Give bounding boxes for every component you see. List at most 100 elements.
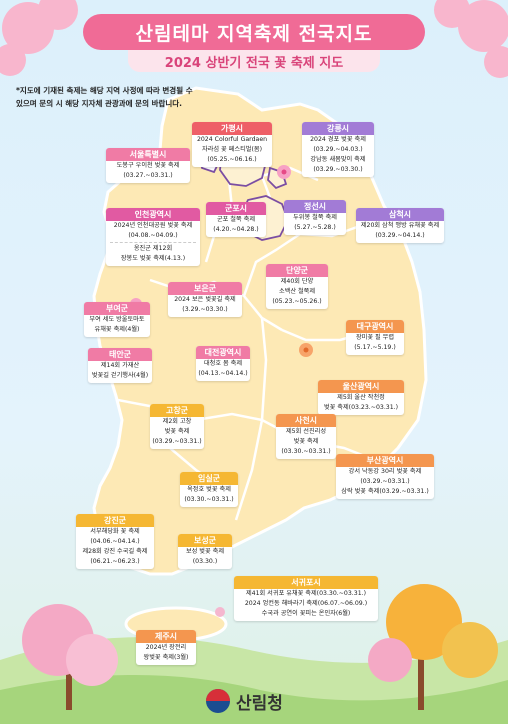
region-label: 부산광역시 <box>336 454 434 467</box>
region-label: 보성군 <box>178 534 232 547</box>
festival-line: 2024 경포 벚꽃 축제 <box>310 136 366 143</box>
festival-line: 옹진군 제12회 <box>133 245 173 252</box>
festival-line: 제2회 고창 <box>162 418 192 425</box>
festival-card-taean: 태안군 제14회 가재산 벚꽃길 걷기행사(4월) <box>88 348 152 383</box>
festival-line: (04.06.~04.14.) <box>90 538 140 545</box>
festival-line: 제40회 단양 <box>280 278 314 285</box>
festival-card-seogwipo: 서귀포시 제41회 서귀포 유채꽃 축제(03.30.~03.31.) 2024… <box>234 576 378 621</box>
korea-emblem-icon <box>206 689 230 713</box>
festival-card-gangjin: 강진군 서부해당화 꽃 축제 (04.06.~04.14.) 제28회 강진 수… <box>76 514 154 569</box>
festival-line: 옥정호 벚꽃 축제 <box>187 486 231 493</box>
footer-logo: 산림청 <box>206 688 302 714</box>
festival-line: 제20회 삼척 맹방 유채꽃 축제 <box>360 222 440 229</box>
region-label: 대전광역시 <box>196 346 250 359</box>
trees-decor <box>22 584 498 710</box>
festival-card-gunpo: 군포시 군포 철쭉 축제 (4.20.~04.28.) <box>206 202 266 237</box>
festival-line: 두위봉 철쭉 축제 <box>293 214 337 221</box>
region-label: 부여군 <box>84 302 150 315</box>
festival-card-imsil: 임실군 옥정호 벚꽃 축제 (03.30.~03.31.) <box>180 472 238 507</box>
festival-card-seoul: 서울특별시 도봉구 우이천 벚꽃 축제 (03.27.~03.31.) <box>106 148 190 183</box>
festival-line: 강남동 새봄맞이 축제 <box>310 156 366 163</box>
region-label: 가평시 <box>192 122 272 135</box>
festival-line: 대청호 봄 축제 <box>203 360 243 367</box>
region-label: 강진군 <box>76 514 154 527</box>
festival-card-gangneung: 강릉시 2024 경포 벚꽃 축제 (03.29.~04.03.) 강남동 새봄… <box>302 122 374 177</box>
festival-card-jeju: 제주시 2024년 장전리 왕벚꽃 축제(3월) <box>136 630 196 665</box>
region-label: 단양군 <box>266 264 328 277</box>
festival-line: (04.08.~04.09.) <box>128 232 178 239</box>
festival-line: (3.29.~03.30.) <box>182 306 228 313</box>
festival-line: 유채꽃 축제(4월) <box>94 326 140 333</box>
page-subtitle: 2024 상반기 전국 꽃 축제 지도 <box>128 50 380 72</box>
region-label: 정선시 <box>284 200 346 213</box>
festival-line: (03.29.~03.31.) <box>360 478 410 485</box>
festival-line: 2024 Colorful Gardaen <box>196 136 268 143</box>
hill-front <box>0 675 508 724</box>
notice-line-1: *지도에 기재된 축제는 해당 지역 사정에 따라 변경될 수 <box>16 86 193 95</box>
festival-card-boeun: 보은군 2024 보은 벚꽃길 축제 (3.29.~03.30.) <box>168 282 242 317</box>
festival-line: 군포 철쭉 축제 <box>216 216 256 223</box>
region-label: 강릉시 <box>302 122 374 135</box>
festival-card-busan: 부산광역시 강서 낙동강 30리 벚꽃 축제 (03.29.~03.31.) 삼… <box>336 454 434 499</box>
logo-text: 산림청 <box>236 693 283 714</box>
festival-card-buyeo: 부여군 부여 세도 방울토마토 유채꽃 축제(4월) <box>84 302 150 337</box>
festival-line: 제41회 서귀포 유채꽃 축제(03.30.~03.31.) <box>245 590 367 597</box>
festival-card-gapyeong: 가평시 2024 Colorful Gardaen 자라섬 꽃 페스티벌(봄) … <box>192 122 272 167</box>
festival-card-incheon: 인천광역시 2024년 인천대공원 벚꽃 축제 (04.08.~04.09.) … <box>106 208 200 266</box>
festival-line: 2024 보은 벚꽃길 축제 <box>174 296 236 303</box>
festival-line: (03.29.~04.14.) <box>375 232 425 239</box>
festival-card-boseong: 보성군 보성 벚꽃 축제 (03.30.) <box>178 534 232 569</box>
festival-line: 자라섬 꽃 페스티벌(봄) <box>202 146 262 153</box>
festival-line: (03.30.~03.31.) <box>281 448 331 455</box>
region-label: 보은군 <box>168 282 242 295</box>
festival-line: 소백산 철쭉제 <box>278 288 316 295</box>
festival-card-gochang: 고창군 제2회 고창 벚꽃 축제 (03.29.~03.31.) <box>150 404 204 449</box>
festival-line: (05.25.~06.16.) <box>207 156 257 163</box>
notice-line-2: 있으며 문의 시 해당 지자체 관광과에 문의 바랍니다. <box>16 99 183 108</box>
region-label: 제주시 <box>136 630 196 643</box>
festival-line: 왕벚꽃 축제(3월) <box>143 654 189 661</box>
festival-line: 도봉구 우이천 벚꽃 축제 <box>116 162 180 169</box>
region-label: 사천시 <box>276 414 336 427</box>
festival-line: 제14회 가재산 <box>100 362 140 369</box>
page-title: 산림테마 지역축제 전국지도 <box>83 14 425 50</box>
festival-line: 제28회 강진 수국길 축제 <box>82 548 148 555</box>
festival-card-sacheon: 사천시 제5회 선진리성 벚꽃 축제 (03.30.~03.31.) <box>276 414 336 459</box>
region-label: 삼척시 <box>356 208 444 221</box>
festival-line: 서부해당화 꽃 축제 <box>90 528 140 535</box>
festival-line: 장미꽃 필 무렵 <box>355 334 395 341</box>
festival-line: (03.29.~03.30.) <box>313 166 363 173</box>
festival-line: 장봉도 벚꽃 축제(4.13.) <box>120 255 186 262</box>
festival-line: (05.23.~05.26.) <box>272 298 322 305</box>
festival-line: 벚꽃 축제(03.23.~03.31.) <box>323 404 399 411</box>
festival-line: (03.29.~04.03.) <box>313 146 363 153</box>
festival-line: 수국과 공연이 꽃피는 온인자(6월) <box>261 610 351 617</box>
region-label: 고창군 <box>150 404 204 417</box>
region-label: 울산광역시 <box>318 380 404 393</box>
festival-line: (06.21.~06.23.) <box>90 558 140 565</box>
festival-line: (03.30.~03.31.) <box>184 496 234 503</box>
festival-line: (03.29.~03.31.) <box>152 438 202 445</box>
festival-line: 벚꽃 축제 <box>293 438 319 445</box>
festival-line: (03.27.~03.31.) <box>123 172 173 179</box>
festival-line: 삼락 벚꽃 축제(03.29.~03.31.) <box>341 488 429 495</box>
region-label: 서귀포시 <box>234 576 378 589</box>
cherry-blossom-decor <box>0 0 508 78</box>
festival-line: 2024년 인천대공원 벚꽃 축제 <box>113 222 193 229</box>
festival-line: 벚꽃 축제 <box>164 428 190 435</box>
notice-text: *지도에 기재된 축제는 해당 지역 사정에 따라 변경될 수 있으며 문의 시… <box>16 84 316 110</box>
region-label: 인천광역시 <box>106 208 200 221</box>
festival-line: (5.27.~5.28.) <box>294 224 336 231</box>
festival-line: (03.30.) <box>192 558 218 565</box>
festival-line: 보성 벚꽃 축제 <box>185 548 225 555</box>
festival-line: (4.20.~04.28.) <box>213 226 259 233</box>
festival-card-daejeon: 대전광역시 대청호 봄 축제 (04.13.~04.14.) <box>196 346 250 381</box>
festival-line: 부여 세도 방울토마토 <box>89 316 145 323</box>
festival-line: 벚꽃길 걷기행사(4월) <box>91 372 149 379</box>
festival-card-danyang: 단양군 제40회 단양 소백산 철쭉제 (05.23.~05.26.) <box>266 264 328 309</box>
region-label: 태안군 <box>88 348 152 361</box>
region-label: 서울특별시 <box>106 148 190 161</box>
festival-card-ulsan: 울산광역시 제5회 울산 작천정 벚꽃 축제(03.23.~03.31.) <box>318 380 404 415</box>
festival-line: 2024 엉컨동 해바라기 축제(06.07.~06.09.) <box>244 600 368 607</box>
festival-card-daegu: 대구광역시 장미꽃 필 무렵 (5.17.~5.19.) <box>346 320 404 355</box>
